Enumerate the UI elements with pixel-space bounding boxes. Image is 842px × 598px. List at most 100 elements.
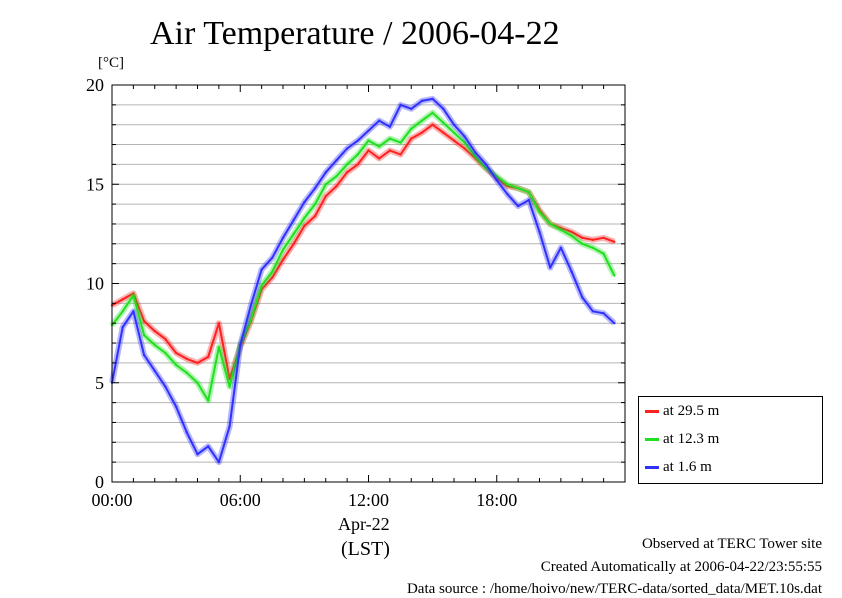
data-point — [410, 107, 413, 111]
data-point — [613, 322, 616, 325]
data-point — [410, 127, 413, 130]
data-point — [335, 159, 338, 162]
data-point — [388, 149, 392, 152]
data-point — [164, 351, 167, 355]
y-axis-ticks: 0 5 10 15 20 — [86, 75, 625, 492]
data-point — [399, 103, 402, 107]
series-lines — [109, 95, 617, 466]
y-tick-label: 15 — [86, 174, 104, 194]
data-point — [271, 276, 274, 279]
data-point — [591, 246, 595, 249]
data-point — [506, 192, 509, 196]
data-point — [164, 337, 167, 341]
legend-item-1-6m: at 1.6 m — [645, 457, 712, 477]
data-point — [271, 270, 274, 273]
legend-label: at 12.3 m — [663, 431, 720, 447]
data-point — [431, 111, 434, 114]
data-point — [196, 453, 199, 456]
data-point — [399, 153, 402, 156]
data-point — [196, 381, 199, 384]
data-point — [399, 141, 402, 144]
data-point — [153, 343, 156, 347]
data-point — [463, 135, 466, 138]
data-point — [516, 204, 520, 208]
data-point — [185, 431, 189, 434]
data-point — [153, 329, 156, 333]
data-point — [345, 163, 349, 166]
data-point — [185, 371, 189, 375]
data-point — [602, 236, 605, 240]
data-point — [303, 200, 306, 204]
data-point — [356, 153, 360, 156]
data-point — [591, 238, 595, 242]
data-point — [377, 157, 381, 160]
data-point — [132, 310, 135, 313]
y-tick-label: 5 — [95, 373, 104, 393]
data-point — [602, 252, 605, 255]
data-point — [527, 190, 531, 194]
data-point — [206, 399, 210, 402]
data-point — [324, 194, 327, 198]
data-point — [313, 214, 317, 218]
legend-item-29-5m: at 29.5 m — [645, 401, 719, 421]
data-point — [613, 274, 616, 277]
data-point — [442, 107, 445, 111]
data-point — [260, 268, 263, 271]
data-point — [452, 131, 456, 134]
data-point — [570, 234, 573, 238]
data-point — [527, 198, 531, 202]
data-point — [281, 248, 285, 251]
data-point — [217, 345, 221, 349]
data-point — [474, 155, 477, 158]
data-point — [506, 183, 509, 186]
x-tick-label: 06:00 — [220, 490, 261, 510]
data-point — [495, 179, 498, 182]
footer-created: Created Automatically at 2006-04-22/23:5… — [540, 559, 822, 575]
data-point — [249, 304, 253, 307]
legend-label: at 29.5 m — [663, 403, 720, 419]
data-point — [217, 460, 221, 464]
data-point — [345, 147, 349, 150]
y-tick-label: 20 — [86, 75, 104, 95]
data-point — [420, 99, 424, 103]
series-line-2 — [111, 97, 615, 464]
data-point — [442, 121, 445, 124]
data-point — [420, 131, 424, 134]
x-axis-ticks: 00:00 06:00 12:00 18:00 — [91, 85, 626, 510]
data-point — [356, 139, 360, 142]
data-point — [388, 125, 392, 128]
data-point — [335, 175, 338, 178]
data-point — [313, 187, 317, 190]
x-axis-timezone-label: (LST) — [341, 538, 390, 560]
data-point — [345, 171, 349, 174]
data-point — [506, 185, 509, 188]
data-point — [431, 123, 434, 126]
data-point — [206, 445, 210, 448]
data-point — [516, 187, 520, 190]
data-point — [132, 294, 135, 297]
data-point — [335, 185, 338, 188]
x-tick-label: 00:00 — [91, 490, 132, 510]
legend-item-12-3m: at 12.3 m — [645, 429, 719, 449]
data-point — [132, 292, 135, 295]
data-point — [153, 369, 156, 373]
y-axis-unit-label: [°C] — [98, 55, 124, 71]
data-point — [484, 167, 488, 170]
y-tick-label: 10 — [86, 274, 104, 294]
data-point — [313, 202, 317, 206]
data-point — [142, 353, 146, 357]
data-point — [324, 183, 327, 186]
data-point — [121, 325, 124, 329]
data-point — [559, 246, 563, 249]
data-point — [164, 385, 167, 388]
data-point — [356, 163, 360, 166]
data-point — [174, 351, 178, 355]
data-point — [228, 425, 231, 428]
data-point — [548, 222, 552, 226]
data-point — [239, 343, 242, 347]
data-point — [613, 240, 616, 244]
data-point — [591, 310, 595, 313]
chart-title: Air Temperature / 2006-04-22 — [150, 15, 560, 52]
data-point — [410, 137, 413, 140]
